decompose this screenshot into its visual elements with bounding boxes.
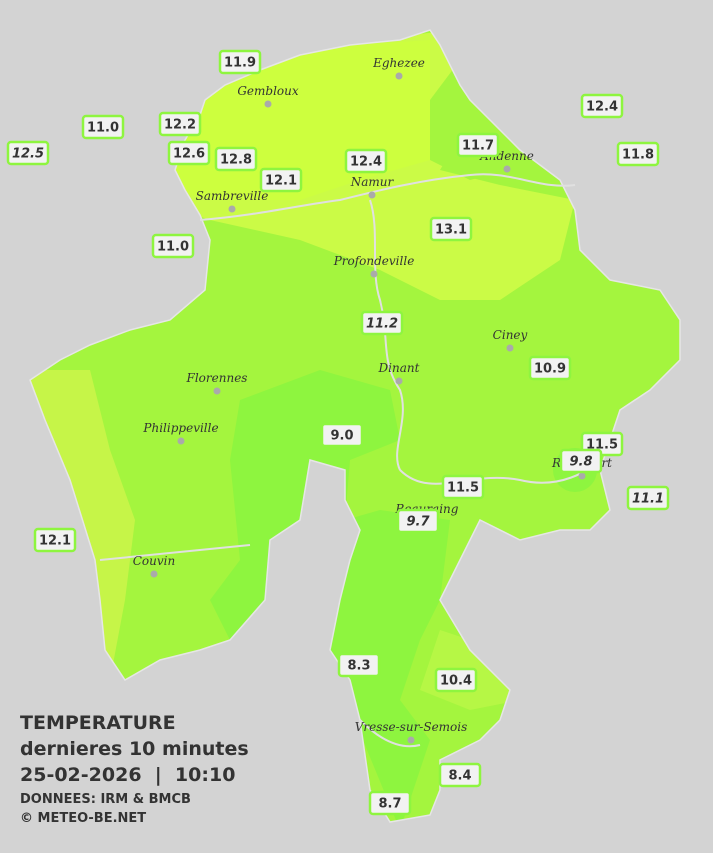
station-value: 8.7 — [378, 797, 401, 812]
city-dot — [578, 472, 586, 480]
station-value: 12.2 — [164, 118, 196, 133]
station-box — [559, 448, 603, 474]
station-value: 12.1 — [39, 534, 71, 549]
station-value: 11.7 — [462, 139, 494, 154]
station-value: 12.6 — [173, 147, 205, 162]
station-box — [218, 49, 262, 75]
legend-datetime: 25-02-2026 | 10:10 — [20, 764, 236, 786]
city-dot — [150, 570, 158, 578]
station-box — [456, 132, 500, 158]
city-name: Eghezee — [372, 56, 425, 70]
city-name: Dinant — [378, 361, 420, 375]
station-value: 10.9 — [534, 362, 566, 377]
city-dot — [395, 377, 403, 385]
city-name: Gembloux — [237, 84, 299, 98]
station-box — [396, 508, 440, 534]
station-box — [167, 140, 211, 166]
station-box — [151, 233, 195, 259]
city-name: Profondeville — [333, 254, 415, 268]
station-box — [580, 93, 624, 119]
station-value: 13.1 — [435, 223, 467, 238]
station-value: 9.8 — [569, 455, 592, 470]
city-name: Couvin — [133, 554, 175, 568]
city-dot — [213, 387, 221, 395]
station-box — [320, 422, 364, 448]
city-dot — [370, 270, 378, 278]
city-dot — [503, 165, 511, 173]
station-box — [337, 652, 381, 678]
station-box — [429, 216, 473, 242]
station-value: 11.0 — [157, 240, 189, 255]
station-box — [81, 114, 125, 140]
city-dot — [264, 100, 272, 108]
city-dot — [368, 191, 376, 199]
legend-source: DONNEES: IRM & BMCB — [20, 792, 191, 807]
station-box — [528, 355, 572, 381]
station-box — [434, 667, 478, 693]
station-value: 11.0 — [87, 121, 119, 136]
station-box — [441, 474, 485, 500]
station-value: 8.3 — [347, 659, 370, 674]
city-dot — [506, 344, 514, 352]
city-name: Sambreville — [196, 189, 269, 203]
station-box — [626, 485, 670, 511]
legend-copyright: © METEO-BE.NET — [20, 811, 147, 826]
city-name: Ciney — [493, 328, 528, 342]
city-name: Vresse-sur-Semois — [355, 720, 468, 734]
station-value: 11.2 — [366, 317, 398, 332]
city-dot — [407, 736, 415, 744]
station-value: 11.1 — [632, 492, 664, 507]
station-value: 12.4 — [586, 100, 618, 115]
station-box — [6, 140, 50, 166]
station-box — [344, 148, 388, 174]
rivers — [99, 173, 601, 748]
city-dot — [228, 205, 236, 213]
station-value: 10.4 — [440, 674, 472, 689]
station-box — [616, 141, 660, 167]
legend-title: TEMPERATURE — [20, 712, 176, 734]
city-dot — [177, 437, 185, 445]
station-box — [33, 527, 77, 553]
station-box — [158, 111, 202, 137]
station-value: 11.5 — [447, 481, 479, 496]
station-value: 11.8 — [622, 148, 654, 163]
legend-subtitle: dernieres 10 minutes — [20, 738, 249, 760]
city-name: Namur — [350, 175, 395, 189]
station-value: 9.7 — [406, 515, 430, 530]
station-box — [259, 167, 303, 193]
station-value: 9.0 — [330, 429, 353, 444]
station-value: 12.8 — [220, 153, 252, 168]
station-value: 12.1 — [265, 174, 297, 189]
station-box — [360, 310, 404, 336]
station-value: 11.9 — [224, 56, 256, 71]
city-name: Florennes — [186, 371, 248, 385]
station-box — [214, 146, 258, 172]
station-value: 8.4 — [448, 769, 471, 784]
station-value: 12.5 — [12, 147, 44, 162]
station-box — [438, 762, 482, 788]
city-name: Philippeville — [142, 421, 218, 435]
station-value: 12.4 — [350, 155, 382, 170]
station-box — [368, 790, 412, 816]
city-dot — [395, 72, 403, 80]
